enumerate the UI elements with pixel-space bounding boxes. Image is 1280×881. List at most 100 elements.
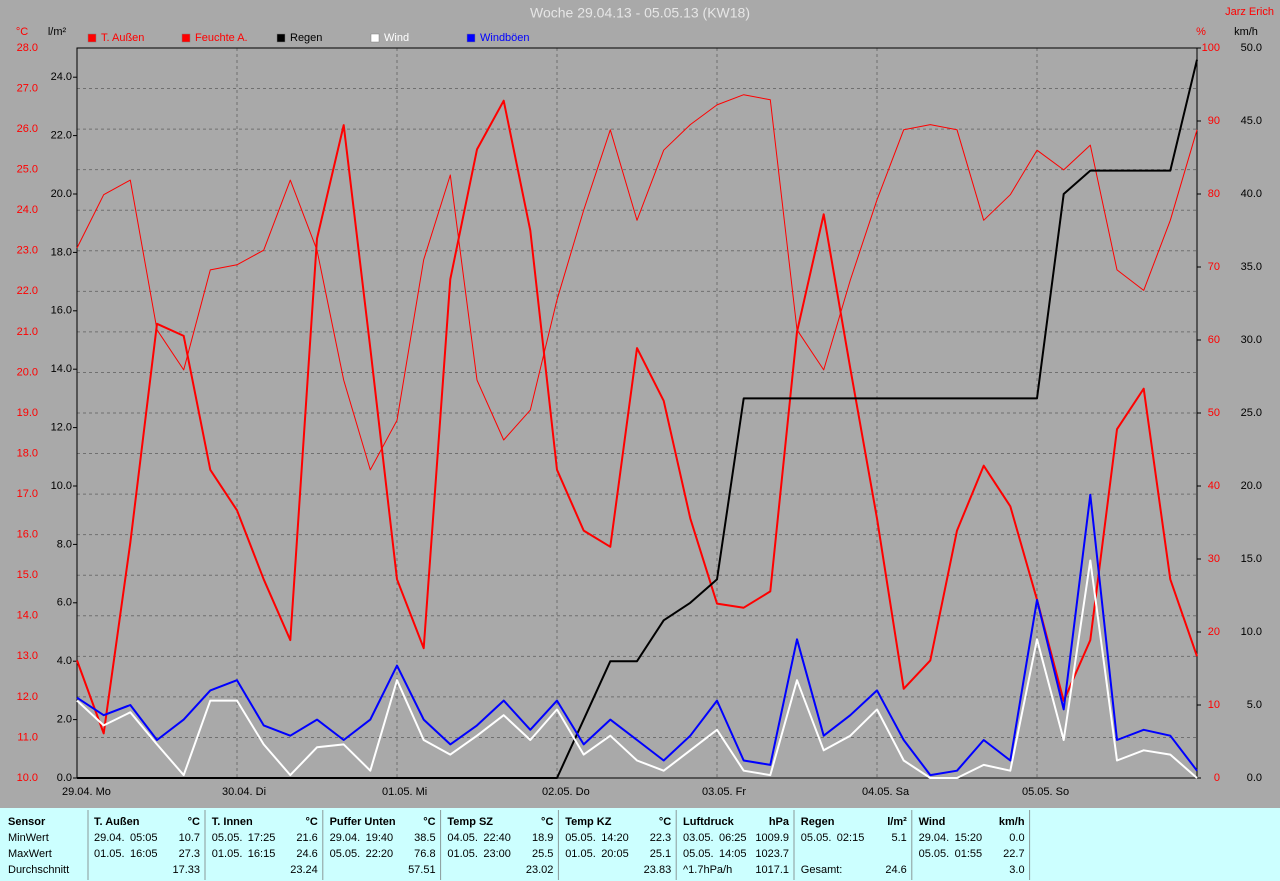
y-tick-label: 20 [1208,626,1220,638]
table-cell: 20:05 [601,848,629,860]
table-cell: 05:05 [130,832,158,844]
table-cell: 02:15 [837,832,865,844]
column-name: Temp KZ [565,816,612,828]
column-name: T. Außen [94,816,140,828]
table-cell: 22.3 [650,832,671,844]
table-cell: 25.5 [532,848,553,860]
table-cell: 23.83 [644,864,672,876]
y-tick-label: 13.0 [17,650,38,662]
y-tick-label: 70 [1208,261,1220,273]
table-cell: ^1.7hPa/h [683,864,732,876]
y-tick-label: 35.0 [1241,261,1262,273]
y-tick-label: 18.0 [17,447,38,459]
table-cell: 1017.1 [755,864,789,876]
table-cell: 22.7 [1003,848,1024,860]
y-tick-label: 40.0 [1241,188,1262,200]
y-tick-label: 21.0 [17,326,38,338]
y-tick-label: 80 [1208,188,1220,200]
table-cell: 17:25 [248,832,276,844]
legend-label: T. Außen [101,32,144,44]
column-unit: °C [659,816,671,828]
y-tick-label: 18.0 [51,246,72,258]
table-cell: 5.1 [892,832,907,844]
y-tick-label: 0.0 [57,772,72,784]
table-cell: 23.02 [526,864,554,876]
table-cell: 05.05. [330,848,361,860]
series-line [76,493,1198,777]
table-cell: 27.3 [179,848,200,860]
y-tick-label: 28.0 [17,42,38,54]
y-tick-label: 12.0 [17,691,38,703]
series-line [77,59,1198,779]
x-tick-label: 03.05. Fr [702,786,746,798]
y-tick-label: 90 [1208,115,1220,127]
table-cell: 18.9 [532,832,553,844]
row-label: MinWert [8,832,49,844]
table-cell: 01.05. [565,848,596,860]
column-unit: hPa [769,816,790,828]
y-tick-label: 20.0 [17,366,38,378]
legend-swatch [181,33,191,43]
y-tick-label: 16.0 [51,305,72,317]
x-tick-label: 04.05. Sa [862,786,910,798]
row-label: Sensor [8,816,46,828]
column-unit: km/h [999,816,1025,828]
axis-title: °C [16,26,28,38]
table-cell: 05.05. [683,848,714,860]
legend-swatch [370,33,380,43]
table-cell: 04.05. [447,832,478,844]
y-tick-label: 100 [1202,42,1220,54]
table-cell: 15:20 [955,832,983,844]
table-cell: 29.04. [94,832,125,844]
y-tick-label: 14.0 [51,363,72,375]
table-cell: 16:15 [248,848,276,860]
table-cell: 22:20 [366,848,394,860]
table-cell: 57.51 [408,864,436,876]
x-tick-label: 30.04. Di [222,786,266,798]
table-cell: Gesamt: [801,864,843,876]
series-line [76,94,1198,471]
column-name: Puffer Unten [330,816,396,828]
y-tick-label: 60 [1208,334,1220,346]
chart-title: Woche 29.04.13 - 05.05.13 (KW18) [530,5,750,21]
table-cell: 05.05. [212,832,243,844]
column-unit: °C [188,816,200,828]
y-tick-label: 26.0 [17,123,38,135]
legend-label: Feuchte A. [195,32,248,44]
legend-swatch [466,33,476,43]
table-cell: 1023.7 [755,848,789,860]
legend-swatch [276,33,286,43]
y-tick-label: 30 [1208,553,1220,565]
y-tick-label: 23.0 [17,245,38,257]
row-label: Durchschnitt [8,864,69,876]
table-cell: 01:55 [955,848,983,860]
y-tick-label: 25.0 [17,164,38,176]
x-tick-label: 05.05. So [1022,786,1069,798]
table-cell: 38.5 [414,832,435,844]
y-tick-label: 22.0 [51,130,72,142]
table-cell: 23:00 [483,848,511,860]
column-name: Luftdruck [683,816,735,828]
table-cell: 22:40 [483,832,511,844]
table-cell: 03.05. [683,832,714,844]
table-cell: 14:20 [601,832,629,844]
y-tick-label: 19.0 [17,407,38,419]
y-tick-label: 22.0 [17,285,38,297]
y-tick-label: 2.0 [57,714,72,726]
legend-label: Wind [384,32,409,44]
y-tick-label: 10.0 [17,772,38,784]
y-tick-label: 50.0 [1241,42,1262,54]
table-cell: 29.04. [330,832,361,844]
y-tick-label: 0.0 [1247,772,1262,784]
table-cell: 01.05. [447,848,478,860]
y-tick-label: 24.0 [51,71,72,83]
table-cell: 14:05 [719,848,747,860]
table-cell: 76.8 [414,848,435,860]
axis-title: km/h [1234,26,1258,38]
table-background [0,808,1280,881]
y-tick-label: 17.0 [17,488,38,500]
table-cell: 3.0 [1009,864,1024,876]
column-name: T. Innen [212,816,253,828]
plot-frame [76,47,1198,779]
